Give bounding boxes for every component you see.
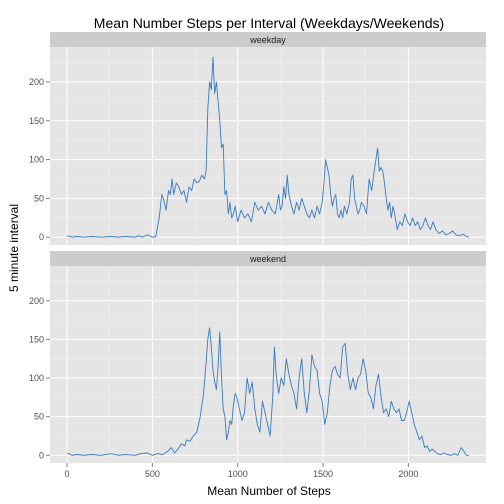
- y-tick-label: 0: [39, 450, 44, 460]
- panel-background: [50, 47, 486, 245]
- y-tick-label: 50: [34, 412, 44, 422]
- facet-strip: [50, 32, 486, 47]
- y-axis-label: 5 minute interval: [7, 204, 21, 292]
- x-axis: 0 500 1000 1500 2000: [65, 463, 418, 479]
- x-tick-label: 500: [145, 469, 160, 479]
- y-tick-label: 50: [34, 193, 44, 203]
- facet-strip-label: weekday: [249, 35, 286, 45]
- y-tick-label: 200: [29, 296, 44, 306]
- panel-background: [50, 266, 486, 463]
- x-axis-label: Mean Number of Steps: [207, 484, 330, 498]
- facet-strip: [50, 251, 486, 266]
- x-tick-label: 1500: [313, 469, 333, 479]
- chart-title: Mean Number Steps per Interval (Weekdays…: [94, 15, 444, 31]
- facet-panels: weekday 0 50 100 150 200 weekend 0 50 100 150 200: [29, 32, 486, 463]
- x-tick-label: 2000: [398, 469, 418, 479]
- y-tick-label: 200: [29, 77, 44, 87]
- series-line-weekend: [66, 327, 469, 456]
- facet-strip-label: weekend: [249, 254, 286, 264]
- series-line-weekday: [66, 56, 470, 238]
- facet-weekday: weekday 0 50 100 150 200: [29, 32, 486, 245]
- x-tick-label: 1000: [228, 469, 248, 479]
- y-tick-label: 150: [29, 334, 44, 344]
- facet-weekend: weekend 0 50 100 150 200: [29, 251, 486, 463]
- x-tick-label: 0: [65, 469, 70, 479]
- y-tick-label: 0: [39, 232, 44, 242]
- y-tick-label: 150: [29, 116, 44, 126]
- y-tick-label: 100: [29, 155, 44, 165]
- y-tick-label: 100: [29, 373, 44, 383]
